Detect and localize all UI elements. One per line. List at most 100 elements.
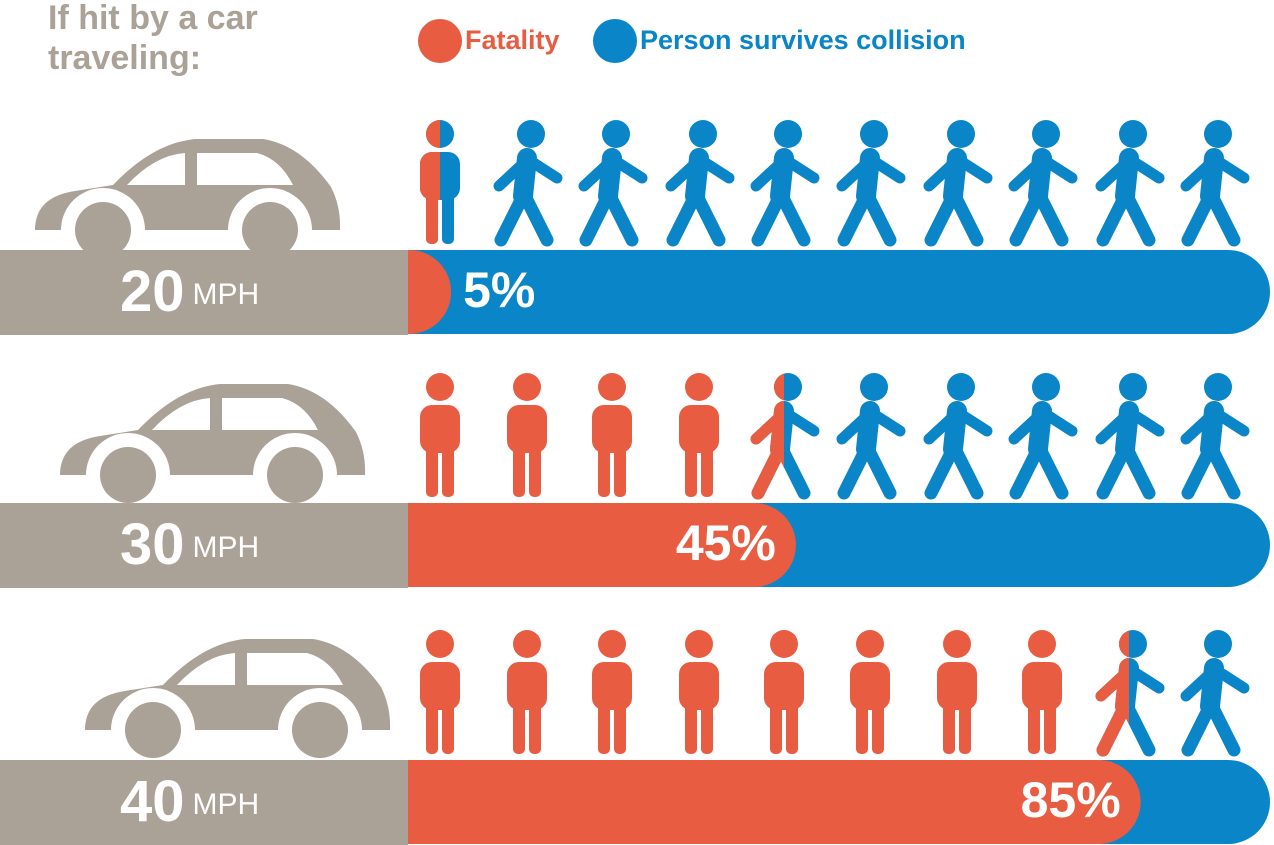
person-icon bbox=[1186, 630, 1244, 750]
person-icon bbox=[850, 630, 890, 754]
limb bbox=[1040, 449, 1062, 493]
legend-swatch bbox=[418, 19, 462, 63]
limb bbox=[844, 449, 866, 493]
person-icon bbox=[1022, 630, 1062, 754]
person-icon bbox=[756, 120, 814, 240]
person-icon bbox=[420, 373, 460, 497]
limb bbox=[782, 196, 804, 240]
speed-value: 30 bbox=[120, 512, 185, 577]
head bbox=[1119, 373, 1147, 401]
person-icon bbox=[764, 630, 804, 754]
limb bbox=[1188, 196, 1210, 240]
leg bbox=[513, 690, 525, 754]
limb bbox=[586, 196, 608, 240]
head bbox=[860, 120, 888, 148]
limb bbox=[955, 449, 977, 493]
person-icon bbox=[929, 373, 987, 493]
leg bbox=[426, 690, 438, 754]
person-icon bbox=[679, 373, 719, 497]
head bbox=[598, 373, 626, 401]
head bbox=[1028, 630, 1056, 658]
person-icon bbox=[671, 120, 729, 240]
person-icon bbox=[679, 630, 719, 754]
person-icon bbox=[1101, 120, 1159, 240]
person-icon bbox=[929, 120, 987, 240]
person-icon bbox=[1101, 373, 1159, 493]
limb bbox=[782, 449, 804, 493]
leg bbox=[442, 690, 454, 754]
person-icon bbox=[842, 120, 900, 240]
head bbox=[1204, 120, 1232, 148]
limb bbox=[501, 196, 523, 240]
speed-value: 20 bbox=[120, 259, 185, 324]
head bbox=[1119, 120, 1147, 148]
leg bbox=[786, 690, 798, 754]
limb bbox=[697, 196, 719, 240]
head bbox=[774, 120, 802, 148]
value-label: 85% bbox=[1021, 772, 1121, 828]
limb bbox=[673, 196, 695, 240]
limb bbox=[1212, 196, 1234, 240]
leg bbox=[614, 690, 626, 754]
leg bbox=[614, 433, 626, 497]
legend-label: Fatality bbox=[465, 25, 560, 55]
leg bbox=[529, 690, 541, 754]
limb bbox=[1212, 449, 1234, 493]
leg bbox=[598, 690, 610, 754]
person-icon bbox=[756, 373, 814, 493]
person-icon bbox=[420, 120, 460, 244]
limb bbox=[844, 196, 866, 240]
leg bbox=[1044, 690, 1056, 754]
person-icon bbox=[592, 630, 632, 754]
person-icon bbox=[507, 373, 547, 497]
limb bbox=[1016, 449, 1038, 493]
leg bbox=[1028, 690, 1040, 754]
limb bbox=[1127, 449, 1149, 493]
limb bbox=[868, 449, 890, 493]
head bbox=[947, 120, 975, 148]
person-icon bbox=[842, 373, 900, 493]
speed-value: 40 bbox=[120, 769, 185, 834]
limb bbox=[758, 196, 780, 240]
limb bbox=[1040, 196, 1062, 240]
leg bbox=[426, 433, 438, 497]
leg bbox=[856, 690, 868, 754]
limb bbox=[931, 196, 953, 240]
limb bbox=[1103, 196, 1125, 240]
person-icon bbox=[1186, 373, 1244, 493]
speed-unit: MPH bbox=[193, 278, 260, 311]
limb bbox=[931, 449, 953, 493]
head bbox=[513, 630, 541, 658]
head bbox=[685, 630, 713, 658]
head bbox=[860, 373, 888, 401]
person-icon bbox=[1186, 120, 1244, 240]
legend-swatch bbox=[593, 19, 637, 63]
head bbox=[943, 630, 971, 658]
leg bbox=[685, 433, 697, 497]
car bbox=[60, 384, 365, 517]
leg bbox=[442, 180, 454, 244]
title: If hit by a car traveling: bbox=[48, 0, 308, 78]
person-icon bbox=[420, 630, 460, 754]
limb bbox=[1016, 196, 1038, 240]
leg bbox=[943, 690, 955, 754]
head bbox=[947, 373, 975, 401]
head bbox=[1204, 373, 1232, 401]
limb bbox=[1212, 706, 1234, 750]
bar bbox=[411, 250, 1270, 334]
leg bbox=[426, 180, 438, 244]
person-icon bbox=[507, 630, 547, 754]
person-icon bbox=[937, 630, 977, 754]
head bbox=[426, 373, 454, 401]
head bbox=[598, 630, 626, 658]
person-icon bbox=[1014, 373, 1072, 493]
head bbox=[1032, 120, 1060, 148]
chart: FatalityPerson survives collision20MPH5%… bbox=[0, 0, 1274, 845]
limb bbox=[1103, 706, 1125, 750]
head bbox=[513, 373, 541, 401]
leg bbox=[872, 690, 884, 754]
limb bbox=[1188, 706, 1210, 750]
leg bbox=[529, 433, 541, 497]
leg bbox=[770, 690, 782, 754]
limb bbox=[868, 196, 890, 240]
